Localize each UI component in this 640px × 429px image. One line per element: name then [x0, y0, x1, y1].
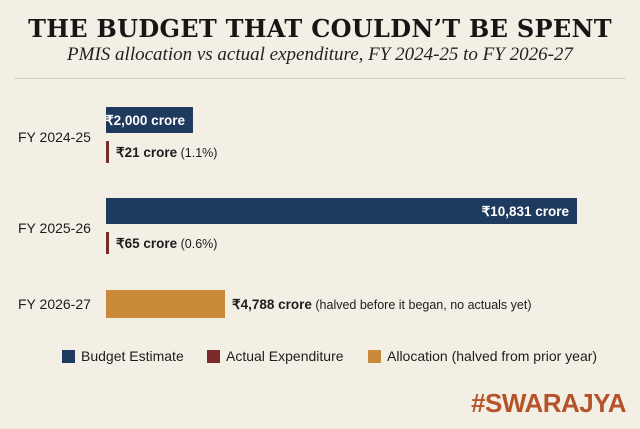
data-label-value: ₹21 crore: [116, 145, 178, 160]
bar-actual-fy-2025-26: [106, 232, 109, 254]
legend-swatch-actual: [207, 350, 220, 363]
category-label-fy-2025-26: FY 2025-26: [18, 220, 91, 236]
data-label-value: ₹65 crore: [116, 236, 178, 251]
title-divider: [14, 78, 626, 79]
chart-subtitle: PMIS allocation vs actual expenditure, F…: [67, 44, 573, 65]
category-label-fy-2026-27: FY 2026-27: [18, 296, 91, 312]
bar-actual-fy-2024-25: [106, 141, 109, 163]
category-label-fy-2024-25: FY 2024-25: [18, 129, 91, 145]
data-label-value: ₹4,788 crore: [232, 297, 312, 312]
legend-label-budget: Budget Estimate: [81, 348, 184, 364]
brand-logo: #SWARAJYA: [471, 388, 626, 418]
legend-label-actual: Actual Expenditure: [226, 348, 344, 364]
data-label-allocation-fy-2026-27: ₹4,788 crore (halved before it began, no…: [232, 297, 532, 312]
data-label-actual-fy-2025-26: ₹65 crore (0.6%): [116, 236, 217, 251]
data-label-budget-fy-2025-26: ₹10,831 crore: [482, 204, 570, 219]
data-label-note: (1.1%): [177, 146, 217, 160]
data-label-note: (0.6%): [177, 237, 217, 251]
data-label-note: (halved before it began, no actuals yet): [312, 298, 532, 312]
legend-label-allocation: Allocation (halved from prior year): [387, 348, 597, 364]
data-label-actual-fy-2024-25: ₹21 crore (1.1%): [116, 145, 217, 160]
bar-allocation-fy-2026-27: [106, 290, 225, 318]
data-label-budget-fy-2024-25: ₹2,000 crore: [105, 113, 185, 128]
legend-swatch-allocation: [368, 350, 381, 363]
data-label-value: ₹10,831 crore: [482, 204, 570, 219]
bar-budget-fy-2024-25: [106, 107, 193, 133]
data-label-value: ₹2,000 crore: [105, 113, 185, 128]
legend-swatch-budget: [62, 350, 75, 363]
bar-budget-fy-2025-26: [106, 198, 577, 224]
chart-title: THE BUDGET THAT COULDN’T BE SPENT: [28, 14, 612, 43]
